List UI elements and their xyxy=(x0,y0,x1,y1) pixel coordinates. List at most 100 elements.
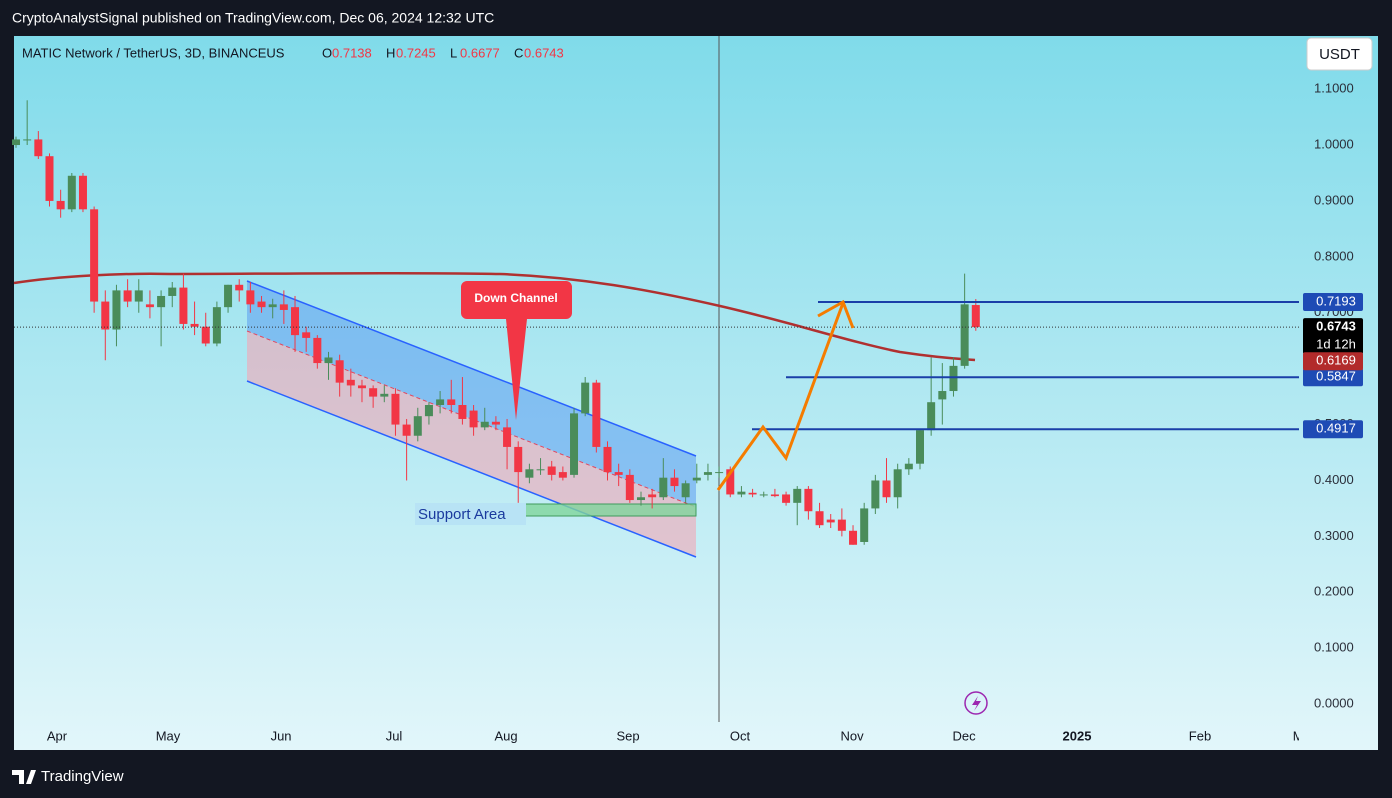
candle-body xyxy=(960,304,969,366)
y-tick-label: 0.2000 xyxy=(1314,584,1354,599)
candle-body xyxy=(636,497,645,501)
candle-body xyxy=(558,472,567,478)
candle-body xyxy=(480,421,489,428)
candle-body xyxy=(12,139,21,146)
support-zone xyxy=(515,503,697,517)
candle-body xyxy=(134,290,143,302)
x-tick-label: Nov xyxy=(840,728,864,743)
candle-body xyxy=(380,393,389,397)
currency-button[interactable] xyxy=(1306,37,1373,71)
legend-key: H xyxy=(386,45,395,60)
candle-body xyxy=(748,492,757,495)
candle-body xyxy=(592,382,601,447)
candle-body xyxy=(826,519,835,523)
level-label: 0.4917 xyxy=(1316,421,1356,436)
candle-body xyxy=(938,391,947,400)
candle-body xyxy=(224,284,233,308)
legend-value: 0.6677 xyxy=(460,45,500,60)
ma-label: 0.6169 xyxy=(1316,353,1356,368)
candle-body xyxy=(313,337,322,364)
candle-body xyxy=(536,469,545,471)
level-label-box xyxy=(1303,368,1363,387)
candle-body xyxy=(860,508,869,542)
level-label-box xyxy=(1303,292,1363,311)
x-tick-label: Aug xyxy=(494,728,517,743)
x-tick-label: Oct xyxy=(730,728,751,743)
candle-body xyxy=(614,472,623,475)
x-tick-label: Jun xyxy=(271,728,292,743)
candle-body xyxy=(45,156,54,201)
logo-mark xyxy=(12,770,36,784)
candle-body xyxy=(413,416,422,436)
x-tick-label: May xyxy=(156,728,181,743)
candle-body xyxy=(770,494,779,497)
candle-body xyxy=(268,304,277,308)
candle-body xyxy=(291,307,300,336)
candle-body xyxy=(101,301,110,330)
candle-body xyxy=(346,379,355,386)
candle-body xyxy=(581,382,590,414)
candle-body xyxy=(737,491,746,495)
x-tick-label: Dec xyxy=(953,728,977,743)
candle-body xyxy=(491,421,500,425)
x-tick-label: 2025 xyxy=(1063,728,1092,743)
countdown: 1d 12h xyxy=(1316,337,1356,352)
candle-body xyxy=(692,477,701,481)
legend: MATIC Network / TetherUS, 3D, BINANCEUS … xyxy=(22,45,564,60)
candle-body xyxy=(815,511,824,526)
footer-logo: TradingView xyxy=(12,768,124,785)
callout-text: Down Channel xyxy=(474,291,557,305)
candle-body xyxy=(503,427,512,447)
legend-key: O xyxy=(322,45,332,60)
y-tick-label: 0.8000 xyxy=(1314,248,1354,263)
x-tick-label: Apr xyxy=(47,728,68,743)
channel-line xyxy=(246,280,697,457)
candle-body xyxy=(123,290,132,302)
candle-body xyxy=(782,494,791,503)
price-label-box xyxy=(1303,318,1363,355)
channel-line xyxy=(246,380,697,558)
candle-body xyxy=(279,304,288,310)
candle-body xyxy=(871,480,880,509)
candle-body xyxy=(201,326,210,344)
candle-body xyxy=(547,466,556,475)
levels xyxy=(14,300,1299,431)
candle-body xyxy=(369,388,378,397)
candle-body xyxy=(759,494,768,496)
candle-body xyxy=(190,323,199,327)
candle-body xyxy=(904,463,913,470)
x-tick-label: Jul xyxy=(386,728,403,743)
y-tick-label: 0.0000 xyxy=(1314,696,1354,711)
candle-body xyxy=(670,477,679,487)
candle-body xyxy=(168,287,177,296)
legend-value: 0.6743 xyxy=(524,45,564,60)
y-tick-label: 0.4000 xyxy=(1314,472,1354,487)
projection-arrow xyxy=(716,302,845,491)
y-tick-label: 0.3000 xyxy=(1314,528,1354,543)
candle-body xyxy=(34,139,43,157)
level-label: 0.5847 xyxy=(1316,369,1356,384)
price-label: 0.6743 xyxy=(1316,319,1356,334)
candle-body xyxy=(302,332,311,338)
legend-key: L xyxy=(450,45,457,60)
candle-body xyxy=(246,290,255,305)
legend-value: 0.7245 xyxy=(396,45,436,60)
candle-body xyxy=(804,488,813,512)
support-label: Support Area xyxy=(418,506,506,523)
candle-body xyxy=(335,360,344,383)
candle-body xyxy=(648,494,657,498)
event-icon[interactable] xyxy=(964,691,988,715)
candle-body xyxy=(837,519,846,531)
y-tick-label: 0.1000 xyxy=(1314,640,1354,655)
candle-body xyxy=(703,472,712,475)
channel-upper-fill xyxy=(247,281,696,507)
candle-body xyxy=(402,424,411,436)
x-tick-label: Feb xyxy=(1189,728,1211,743)
chart-panel xyxy=(14,36,1378,750)
x-tick-label: Mar xyxy=(1293,728,1316,743)
candle-body xyxy=(179,287,188,324)
candle-body xyxy=(915,430,924,464)
candle-body xyxy=(882,480,891,498)
